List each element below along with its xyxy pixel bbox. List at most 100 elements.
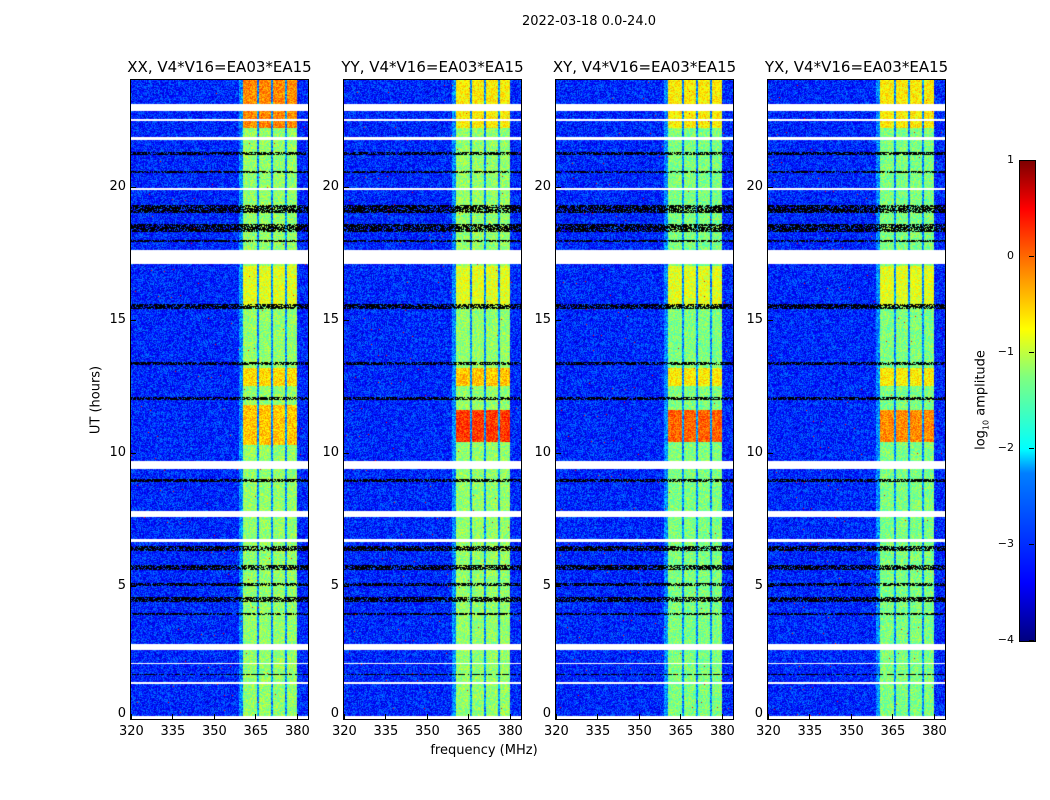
colorbar-tick-label: −3 bbox=[997, 537, 1014, 550]
y-tick-label: 10 bbox=[534, 444, 551, 460]
colorbar-label-suffix: amplitude bbox=[973, 350, 989, 420]
x-tick-label: 335 bbox=[160, 724, 186, 739]
x-tick-label: 320 bbox=[119, 724, 144, 739]
x-tick-label: 380 bbox=[709, 724, 735, 739]
colorbar-tick-label: 0 bbox=[1007, 249, 1014, 262]
figure-title: 2022-03-18 0.0-24.0 bbox=[522, 14, 656, 29]
colorbar-tick-mark bbox=[1029, 160, 1034, 161]
y-tick-label: 0 bbox=[117, 706, 126, 721]
x-tick-label: 320 bbox=[756, 724, 781, 739]
y-tick-label: 20 bbox=[746, 178, 763, 194]
x-tick-mark bbox=[721, 714, 723, 719]
x-tick-label: 365 bbox=[880, 724, 906, 739]
y-tick-mark bbox=[556, 719, 561, 720]
colorbar-tick-mark bbox=[1029, 352, 1034, 353]
y-tick-mark bbox=[131, 319, 136, 321]
y-tick-label: 15 bbox=[534, 311, 551, 327]
x-tick-label: 380 bbox=[284, 724, 310, 739]
waterfall-heatmap bbox=[556, 80, 733, 719]
x-axis-label: frequency (MHz) bbox=[430, 743, 538, 758]
y-tick-mark bbox=[768, 452, 773, 454]
panel-title: XX, V4*V16=EA03*EA15 bbox=[127, 58, 312, 76]
y-tick-label: 0 bbox=[754, 706, 763, 721]
x-tick-label: 365 bbox=[668, 724, 694, 739]
x-tick-mark bbox=[680, 714, 682, 719]
y-tick-label: 0 bbox=[330, 706, 339, 721]
y-tick-label: 20 bbox=[534, 178, 551, 194]
y-tick-mark bbox=[344, 719, 349, 720]
y-axis-label: UT (hours) bbox=[88, 365, 104, 435]
y-tick-mark bbox=[131, 585, 136, 587]
y-tick-mark bbox=[344, 319, 349, 321]
y-tick-label: 15 bbox=[109, 311, 126, 327]
waterfall-panel bbox=[767, 79, 946, 720]
waterfall-panel bbox=[555, 79, 734, 720]
y-tick-mark bbox=[131, 452, 136, 454]
x-tick-mark bbox=[131, 714, 132, 719]
y-tick-label: 0 bbox=[542, 706, 551, 721]
y-tick-label: 5 bbox=[330, 577, 339, 593]
colorbar-tick-mark bbox=[1029, 256, 1034, 257]
y-tick-mark bbox=[768, 719, 773, 720]
y-tick-label: 20 bbox=[322, 178, 339, 194]
x-tick-label: 320 bbox=[332, 724, 357, 739]
x-tick-label: 380 bbox=[497, 724, 523, 739]
colorbar-tick-label: −1 bbox=[997, 345, 1014, 358]
x-tick-label: 335 bbox=[373, 724, 399, 739]
x-tick-mark bbox=[768, 714, 769, 719]
colorbar-tick-mark bbox=[1029, 544, 1034, 545]
y-tick-label: 15 bbox=[322, 311, 339, 327]
y-tick-mark bbox=[768, 319, 773, 321]
y-tick-label: 5 bbox=[542, 577, 551, 593]
y-tick-mark bbox=[344, 452, 349, 454]
x-tick-label: 335 bbox=[797, 724, 823, 739]
waterfall-panel bbox=[343, 79, 522, 720]
x-tick-label: 320 bbox=[544, 724, 569, 739]
x-tick-mark bbox=[809, 714, 811, 719]
y-tick-mark bbox=[556, 186, 561, 188]
x-tick-mark bbox=[385, 714, 387, 719]
x-tick-label: 380 bbox=[921, 724, 947, 739]
waterfall-heatmap bbox=[768, 80, 945, 719]
colorbar-tick-label: 1 bbox=[1007, 153, 1014, 166]
x-tick-label: 365 bbox=[456, 724, 482, 739]
x-tick-mark bbox=[344, 714, 345, 719]
x-tick-mark bbox=[597, 714, 599, 719]
y-tick-label: 10 bbox=[322, 444, 339, 460]
x-tick-mark bbox=[255, 714, 257, 719]
x-tick-label: 350 bbox=[201, 724, 227, 739]
x-tick-mark bbox=[892, 714, 894, 719]
x-tick-label: 350 bbox=[838, 724, 864, 739]
y-tick-label: 5 bbox=[117, 577, 126, 593]
y-tick-mark bbox=[556, 452, 561, 454]
colorbar-tick-mark bbox=[1029, 640, 1034, 641]
x-tick-label: 350 bbox=[626, 724, 652, 739]
x-tick-mark bbox=[296, 714, 298, 719]
panel-title: YX, V4*V16=EA03*EA15 bbox=[764, 58, 949, 76]
x-tick-mark bbox=[850, 714, 852, 719]
colorbar-tick-label: −4 bbox=[997, 633, 1014, 646]
x-tick-mark bbox=[172, 714, 174, 719]
x-tick-label: 335 bbox=[585, 724, 611, 739]
x-tick-mark bbox=[638, 714, 640, 719]
y-tick-mark bbox=[131, 186, 136, 188]
x-tick-mark bbox=[509, 714, 511, 719]
y-tick-mark bbox=[131, 719, 136, 720]
x-tick-mark bbox=[213, 714, 215, 719]
y-tick-mark bbox=[768, 186, 773, 188]
colorbar-tick-label: −2 bbox=[997, 441, 1014, 454]
y-tick-label: 5 bbox=[754, 577, 763, 593]
x-tick-mark bbox=[556, 714, 557, 719]
colorbar-label-prefix: log bbox=[973, 430, 989, 450]
y-tick-mark bbox=[556, 585, 561, 587]
panel-title: XY, V4*V16=EA03*EA15 bbox=[552, 58, 737, 76]
colorbar-label: log10 amplitude bbox=[974, 350, 991, 450]
panel-title: YY, V4*V16=EA03*EA15 bbox=[341, 58, 524, 76]
y-tick-mark bbox=[344, 585, 349, 587]
colorbar-tick-mark bbox=[1029, 448, 1034, 449]
waterfall-heatmap bbox=[344, 80, 521, 719]
y-tick-mark bbox=[344, 186, 349, 188]
x-tick-label: 365 bbox=[243, 724, 269, 739]
x-tick-mark bbox=[933, 714, 935, 719]
